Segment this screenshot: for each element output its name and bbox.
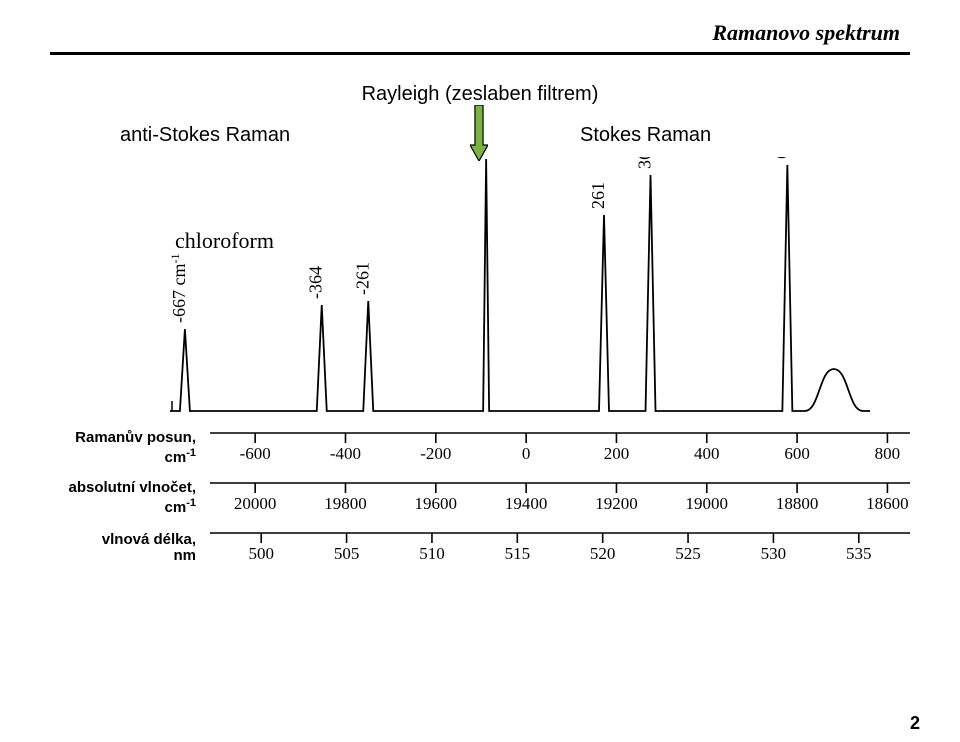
- axes-section: Ramanův posun,cm-1 -600 -400 -200 0 200 400 600…: [50, 429, 910, 567]
- svg-text:500: 500: [248, 544, 274, 563]
- svg-text:530: 530: [761, 544, 787, 563]
- axis-label: absolutní vlnočet,cm-1: [50, 480, 196, 516]
- svg-text:800: 800: [875, 444, 901, 463]
- axis-label: Ramanův posun,cm-1: [50, 430, 196, 466]
- svg-text:515: 515: [505, 544, 531, 563]
- svg-text:-261: -261: [352, 262, 372, 295]
- axis-label: vlnová délka,nm: [50, 532, 196, 565]
- svg-text:19600: 19600: [415, 494, 458, 513]
- svg-text:0: 0: [522, 444, 531, 463]
- page-number: 2: [910, 713, 920, 734]
- svg-text:19800: 19800: [324, 494, 367, 513]
- page-root: Ramanovo spektrum Rayleigh (zeslaben fil…: [0, 0, 960, 742]
- stokes-label: Stokes Raman: [550, 124, 960, 147]
- svg-text:19200: 19200: [595, 494, 638, 513]
- axis-scale: 20000 19800 19600 19400 19200 19000 18800 18600: [210, 479, 910, 517]
- svg-text:261: 261: [588, 182, 608, 209]
- page-title: Ramanovo spektrum: [50, 20, 910, 46]
- axis-scale: -600 -400 -200 0 200 400 600 800: [210, 429, 910, 467]
- spectrum-chart: -667 cm-1 -364 -261 261 364 667: [170, 157, 870, 417]
- rayleigh-label: Rayleigh (zeslaben filtrem): [50, 83, 910, 106]
- svg-text:505: 505: [334, 544, 360, 563]
- axis-row: Ramanův posun,cm-1 -600 -400 -200 0 200 400 600…: [50, 429, 910, 467]
- svg-text:19400: 19400: [505, 494, 548, 513]
- svg-text:535: 535: [846, 544, 872, 563]
- title-rule: [50, 52, 910, 55]
- svg-text:18800: 18800: [776, 494, 819, 513]
- axis-scale: 500 505 510 515 520 525 530 535: [210, 529, 910, 567]
- svg-text:-667 cm-1: -667 cm-1: [170, 254, 189, 323]
- svg-text:18600: 18600: [866, 494, 909, 513]
- svg-text:400: 400: [694, 444, 720, 463]
- svg-text:200: 200: [604, 444, 630, 463]
- svg-text:19000: 19000: [686, 494, 729, 513]
- svg-text:-200: -200: [420, 444, 451, 463]
- svg-text:364: 364: [635, 157, 655, 169]
- svg-text:-364: -364: [306, 266, 326, 299]
- svg-text:20000: 20000: [234, 494, 277, 513]
- axis-row: vlnová délka,nm 500 505 510 515 520 525 530 535: [50, 529, 910, 567]
- axis-row: absolutní vlnočet,cm-1 20000 19800 19600 194…: [50, 479, 910, 517]
- svg-text:600: 600: [784, 444, 810, 463]
- svg-text:667: 667: [771, 157, 791, 159]
- svg-text:525: 525: [675, 544, 701, 563]
- svg-text:-400: -400: [330, 444, 361, 463]
- svg-text:-600: -600: [240, 444, 271, 463]
- svg-text:510: 510: [419, 544, 445, 563]
- svg-text:520: 520: [590, 544, 616, 563]
